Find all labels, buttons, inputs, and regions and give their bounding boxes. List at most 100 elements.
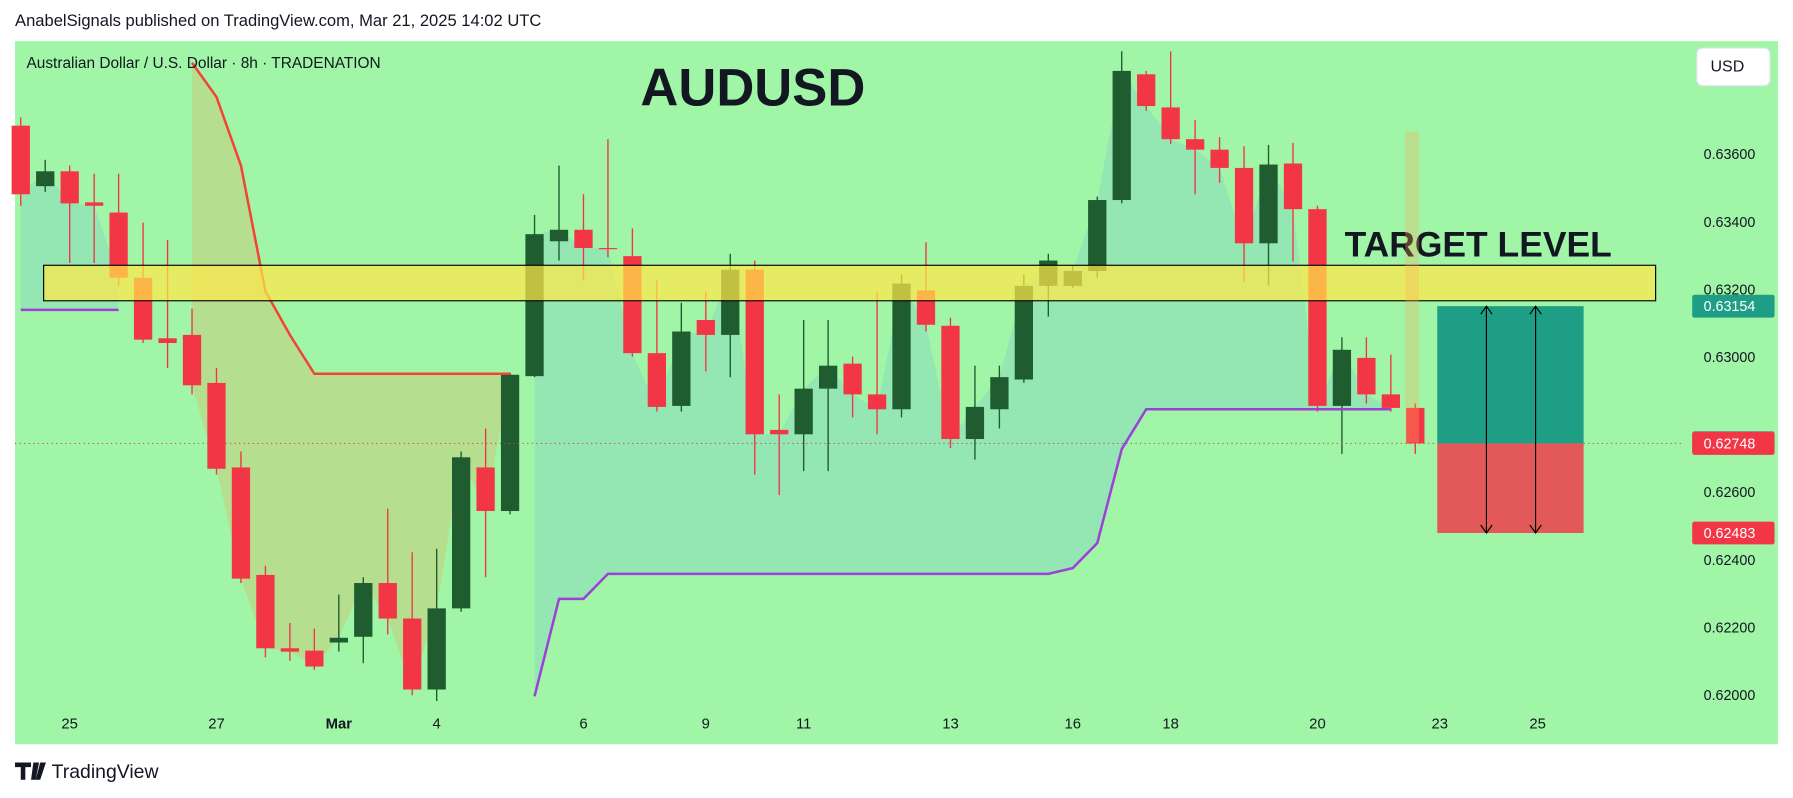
- candle-body: [60, 171, 79, 204]
- target-zone-label: TARGET LEVEL: [1345, 224, 1612, 264]
- candle-body: [818, 365, 838, 389]
- candle-body: [427, 608, 446, 690]
- position-arrow: [1529, 305, 1542, 534]
- candle-body: [1137, 74, 1156, 107]
- candle-body: [770, 429, 789, 435]
- position-tool: [1437, 305, 1584, 534]
- candle-body: [745, 269, 764, 435]
- y-tick-label: 0.63400: [1704, 215, 1756, 231]
- candle-body: [256, 574, 275, 649]
- candle-body: [867, 394, 887, 410]
- candle-body: [354, 583, 373, 637]
- footer-logo: [15, 762, 46, 780]
- price-label: 0.63154: [1704, 299, 1756, 315]
- candle-body: [941, 325, 960, 440]
- overlay-fill: [192, 62, 511, 690]
- candle-body: [549, 229, 569, 242]
- overlay-lines: [20, 62, 1391, 697]
- candle-body: [476, 467, 495, 512]
- y-tick-label: 0.62000: [1704, 688, 1756, 704]
- y-tick-label: 0.62200: [1704, 620, 1756, 636]
- x-tick-label: 20: [1309, 717, 1326, 733]
- candle-body: [109, 212, 128, 278]
- symbol-legend: Australian Dollar / U.S. Dollar · 8h · T…: [26, 55, 380, 72]
- y-tick-label: 0.62600: [1704, 485, 1756, 501]
- x-tick-label: 13: [942, 717, 959, 733]
- position-profit: [1437, 306, 1584, 444]
- candle-body: [1308, 209, 1327, 406]
- x-tick-label: 25: [61, 717, 78, 733]
- candle-body: [158, 338, 177, 344]
- currency-label[interactable]: USD: [1711, 59, 1745, 76]
- x-tick-label: 6: [579, 717, 587, 733]
- candle-body: [892, 283, 911, 410]
- position-arrow: [1480, 305, 1493, 534]
- y-tick-label: 0.62400: [1704, 553, 1756, 569]
- candle-body: [207, 382, 226, 469]
- price-label-box: [1692, 294, 1775, 318]
- x-tick-label: 25: [1529, 717, 1546, 733]
- overlay-fill: [534, 70, 1391, 697]
- candle-body: [598, 248, 618, 250]
- footer-brand: TradingView: [52, 761, 160, 783]
- price-label-box: [1692, 521, 1775, 545]
- publish-header: AnabelSignals published on TradingView.c…: [15, 11, 541, 30]
- target-zone: TARGET LEVEL: [43, 224, 1657, 302]
- candle-body: [1357, 357, 1376, 395]
- x-tick-label: 4: [433, 717, 441, 733]
- candle-body: [525, 234, 544, 377]
- candle-body: [965, 406, 985, 440]
- candle-body: [1332, 349, 1352, 406]
- target-zone-rect: [43, 264, 1657, 302]
- candle-body: [329, 637, 348, 643]
- candle-body: [11, 125, 30, 195]
- candle-body: [85, 202, 104, 206]
- candle-body: [1088, 200, 1107, 272]
- candle-body: [1185, 139, 1205, 150]
- price-label-box: [1692, 431, 1775, 455]
- x-tick-label: 18: [1162, 717, 1179, 733]
- candle-body: [1210, 149, 1229, 168]
- candle-body: [182, 334, 202, 386]
- highlight-bar: [1405, 131, 1419, 443]
- x-tick-label: 9: [702, 717, 710, 733]
- candle-body: [1014, 285, 1034, 380]
- price-label: 0.62748: [1704, 436, 1756, 452]
- candle-body: [280, 648, 300, 652]
- candle-body: [36, 171, 55, 187]
- price-axis: 0.62000 0.62200 0.62400 0.62600 0.63000 0.632…: [1692, 147, 1775, 704]
- candle-body: [231, 467, 251, 579]
- candle-body: [1259, 164, 1278, 244]
- candle-body: [1283, 163, 1303, 210]
- currency-button[interactable]: [1696, 47, 1771, 87]
- x-tick-label: Mar: [326, 717, 353, 733]
- candle-body: [1234, 167, 1254, 244]
- chart-title: AUDUSD: [640, 58, 865, 117]
- x-tick-label: 11: [796, 717, 811, 733]
- y-tick-label: 0.63600: [1704, 147, 1756, 163]
- candles: [11, 51, 1681, 701]
- x-tick-label: 16: [1065, 717, 1082, 733]
- date-axis: 25 27 Mar 4 6 9 11 13 16 18 20 23 25: [61, 717, 1545, 733]
- candle-body: [574, 229, 593, 249]
- position-loss: [1437, 443, 1584, 533]
- overlay-line: [190, 62, 511, 376]
- candle-body: [647, 353, 667, 407]
- y-tick-label: 0.63200: [1704, 282, 1756, 298]
- candle-body: [794, 388, 813, 435]
- price-label: 0.62483: [1704, 526, 1756, 542]
- candle-body: [451, 457, 471, 609]
- candle-body: [672, 331, 691, 406]
- x-tick-label: 27: [208, 717, 225, 733]
- candle-body: [843, 363, 862, 395]
- candle-body: [1406, 407, 1425, 444]
- candle-body: [1161, 107, 1180, 140]
- candle-body: [990, 377, 1009, 410]
- candle-body: [378, 583, 397, 619]
- candle-body: [305, 650, 324, 667]
- candle-body: [403, 618, 422, 690]
- x-tick-label: 23: [1432, 717, 1449, 733]
- candle-body: [1112, 70, 1131, 201]
